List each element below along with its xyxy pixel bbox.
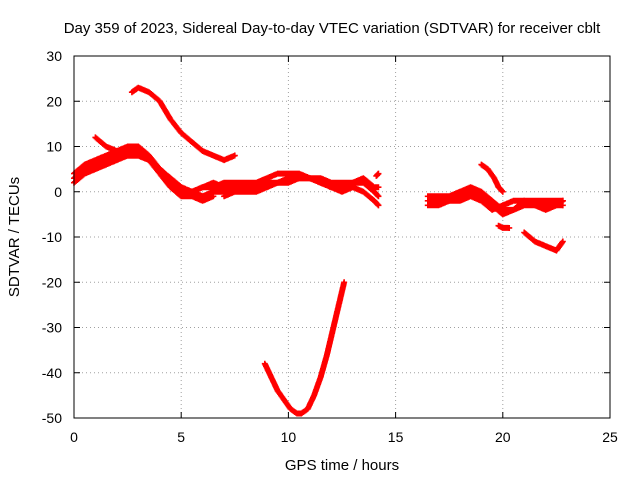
marker-trail	[373, 170, 382, 179]
marker-trail	[521, 229, 566, 254]
series-arc-8	[221, 175, 382, 200]
y-tick-label: -20	[42, 274, 62, 290]
chart-title: Day 359 of 2023, Sidereal Day-to-day VTE…	[64, 20, 601, 37]
y-tick-label: 0	[54, 184, 62, 200]
series-arc-12	[424, 193, 566, 213]
y-tick-label: 10	[46, 139, 62, 155]
series-arc-5	[128, 84, 238, 164]
y-tick-label: -40	[42, 365, 62, 381]
y-axis-label: SDTVAR / TECUs	[6, 177, 23, 297]
y-tick-label: -10	[42, 229, 62, 245]
x-tick-label: 10	[281, 429, 297, 445]
marker-trail	[128, 84, 238, 164]
marker-trail	[261, 279, 348, 417]
x-tick-label: 5	[177, 429, 185, 445]
data-series	[71, 84, 566, 417]
series-arc-14	[478, 161, 506, 195]
marker-trail	[478, 161, 506, 195]
marker-trail	[424, 193, 566, 213]
y-tick-label: -30	[42, 320, 62, 336]
series-arc-15	[495, 222, 513, 231]
x-tick-label: 0	[70, 429, 78, 445]
marker-trail	[495, 222, 513, 231]
x-tick-label: 25	[602, 429, 618, 445]
x-tick-label: 20	[495, 429, 511, 445]
axis-ticks: 0 5 10 15 20 25 -50 -40 -30 -20 -10 0 10 20 30	[42, 48, 618, 445]
marker-trail	[221, 175, 382, 200]
x-tick-label: 15	[388, 429, 404, 445]
series-arc-13	[424, 184, 566, 213]
x-axis-label: GPS time / hours	[285, 457, 399, 474]
y-tick-label: 20	[46, 93, 62, 109]
series-arc-10	[261, 279, 348, 417]
series-arc-16	[521, 229, 566, 254]
marker-trail	[424, 184, 566, 213]
y-tick-label: -50	[42, 410, 62, 426]
series-arc-9	[373, 170, 382, 179]
y-tick-label: 30	[46, 48, 62, 64]
